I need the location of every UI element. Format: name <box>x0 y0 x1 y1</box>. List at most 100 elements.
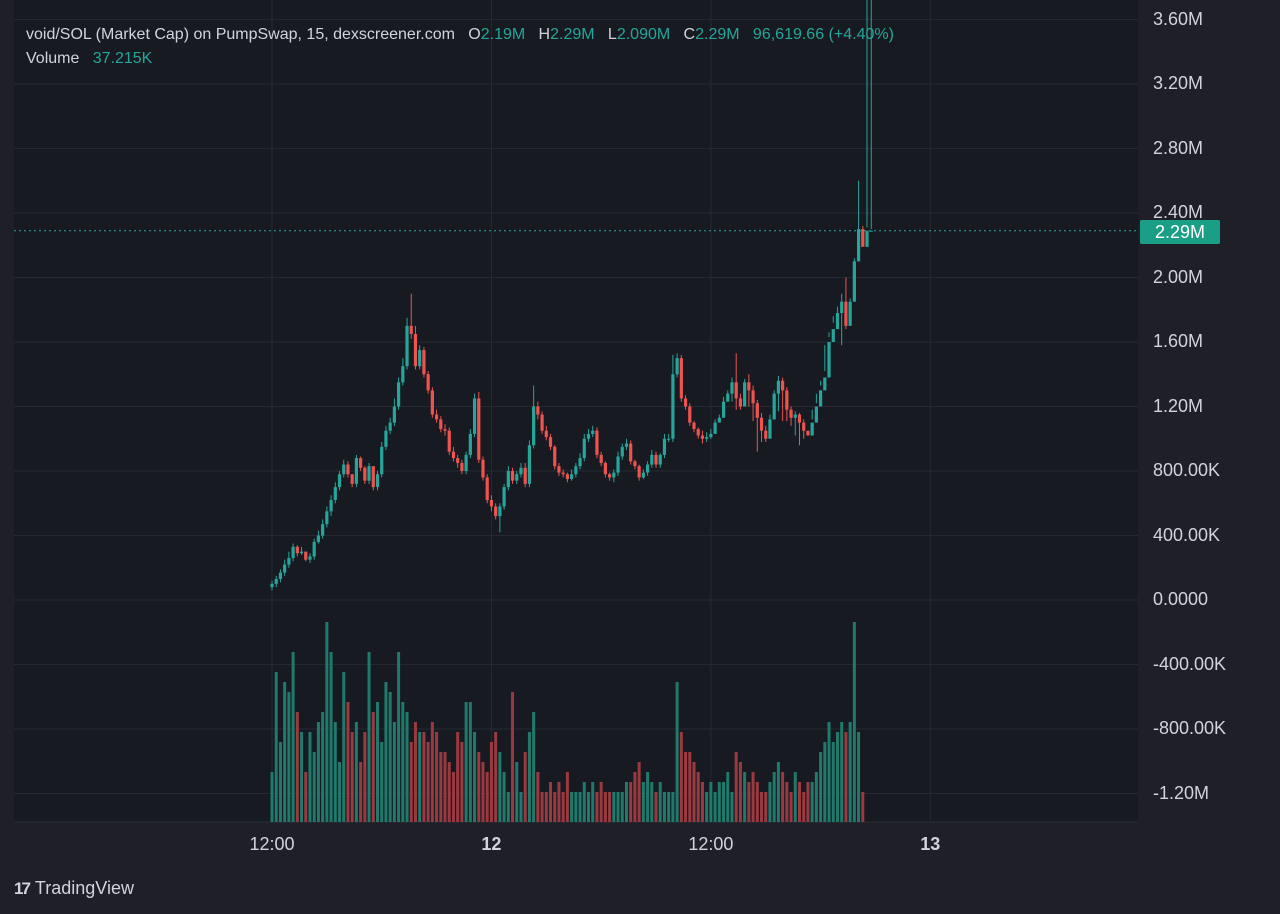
candle-body <box>578 458 582 467</box>
candle-body <box>781 380 785 391</box>
candle-body <box>772 393 776 420</box>
volume-bar <box>658 782 662 822</box>
candle-body <box>527 445 532 484</box>
volume-bar <box>633 772 637 822</box>
y-tick-label: -800.00K <box>1153 718 1227 738</box>
volume-bar <box>620 792 624 822</box>
volume-bar <box>595 792 599 822</box>
candle-body <box>443 429 447 431</box>
volume-bar <box>798 782 801 822</box>
candle-body <box>709 433 713 438</box>
volume-bar <box>384 682 388 822</box>
volume-bar <box>443 752 447 822</box>
candle-body <box>405 325 409 367</box>
volume-bar <box>359 762 363 822</box>
candle-body <box>705 437 709 439</box>
candle-body <box>472 398 477 434</box>
x-tick-label: 12:00 <box>688 834 734 854</box>
candle-body <box>494 506 498 517</box>
volume-bar <box>793 772 797 822</box>
candle-body <box>489 500 494 507</box>
candle-body <box>789 409 793 418</box>
plot-area[interactable] <box>14 0 1138 823</box>
volume-bar <box>435 732 439 822</box>
volume-bar <box>523 752 527 822</box>
candle-body <box>274 579 278 584</box>
candle-body <box>270 583 274 588</box>
candle-body <box>430 390 434 415</box>
volume-bar <box>270 772 274 822</box>
volume-bar <box>354 722 358 822</box>
y-tick-label: -400.00K <box>1153 653 1227 674</box>
candle-body <box>814 406 818 423</box>
candle-body <box>392 406 396 423</box>
candle-body <box>367 466 371 481</box>
candle-body <box>764 430 768 439</box>
volume-bar <box>730 792 734 822</box>
y-tick-label: 800.00K <box>1153 460 1221 480</box>
y-tick-label: 1.60M <box>1153 331 1204 351</box>
volume-bar <box>300 732 304 822</box>
candle-body <box>633 461 637 467</box>
legend-volume: Volume 37.215K <box>26 50 152 68</box>
candle-body <box>574 466 578 475</box>
volume-bar <box>760 792 764 822</box>
candle-body <box>819 390 823 407</box>
candle-body <box>797 414 802 423</box>
volume-bar <box>785 782 789 822</box>
y-tick-label: 3.20M <box>1153 73 1204 93</box>
candle-body <box>726 393 730 402</box>
volume-bar <box>823 742 827 822</box>
volume-bar <box>574 792 578 822</box>
volume-bar <box>692 762 696 822</box>
volume-bar <box>747 782 751 822</box>
volume-bar <box>502 772 506 822</box>
volume-bar <box>287 692 291 822</box>
volume-bar <box>814 772 818 822</box>
candle-body <box>654 454 658 465</box>
volume-bar <box>283 682 287 822</box>
candle-body <box>363 467 367 481</box>
candle-body <box>650 454 654 465</box>
candle-body <box>350 474 354 484</box>
volume-bar <box>401 702 405 822</box>
candle-body <box>346 464 350 475</box>
candle-body <box>299 551 304 554</box>
volume-bar <box>376 702 379 822</box>
tradingview-logo-icon: 17 <box>14 878 31 898</box>
volume-bar <box>316 722 320 822</box>
candle-body <box>827 342 831 378</box>
candle-body <box>570 474 574 480</box>
volume-bar <box>304 772 308 822</box>
candlestick-chart[interactable] <box>14 0 1280 914</box>
volume-bar <box>675 682 679 822</box>
tradingview-brand[interactable]: 17 TradingView <box>14 878 134 899</box>
y-tick-label: 2.00M <box>1153 266 1204 287</box>
candle-body <box>464 454 468 471</box>
candle-body <box>409 325 413 334</box>
volume-bar <box>519 792 523 822</box>
candle-body <box>447 430 451 452</box>
volume-bar <box>624 782 628 822</box>
volume-bar <box>679 732 683 822</box>
candle-body <box>721 401 726 418</box>
volume-bar <box>460 742 464 822</box>
volume-bar <box>498 752 502 822</box>
volume-bar <box>772 772 776 822</box>
candle-body <box>582 438 586 459</box>
candle-body <box>620 446 624 457</box>
candle-body <box>835 312 840 330</box>
volume-bar <box>553 792 557 822</box>
candle-body <box>624 443 629 447</box>
candle-body <box>629 443 633 462</box>
volume-bar <box>743 772 747 822</box>
candle-body <box>683 398 688 407</box>
y-tick-label: 3.60M <box>1153 8 1204 29</box>
volume-bar <box>629 782 633 822</box>
candle-body <box>291 546 295 559</box>
volume-bar <box>861 792 865 822</box>
candle-body <box>844 301 848 326</box>
candle-body <box>565 474 569 480</box>
candle-body <box>747 382 751 391</box>
candle-body <box>439 419 443 430</box>
